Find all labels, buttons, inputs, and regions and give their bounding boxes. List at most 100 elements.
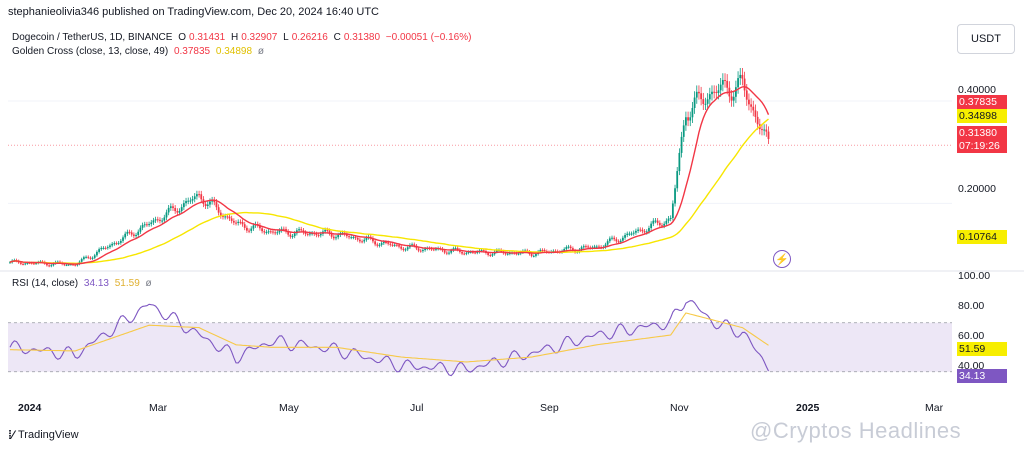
candle-body [324,229,327,232]
rsi-value: 34.13 [83,278,109,289]
candle-body [700,93,703,100]
candle-body [680,136,683,153]
candle-body [365,237,368,240]
tradingview-logo[interactable]: ⁞⁄ TradingView [8,428,79,442]
rsi-tick-100: 100.00 [958,270,991,282]
tv-logo-icon: ⁞⁄ [8,428,14,442]
candle-body [424,248,427,251]
last-price-badge: 0.31380 [957,126,1007,140]
candle-body [154,219,157,221]
low-label: L [283,32,289,43]
currency-button[interactable]: USDT [957,24,1015,54]
candle-body [106,247,109,249]
candle-body [152,220,155,223]
candle-body [706,99,709,104]
candle-body [172,206,174,209]
candle-body [571,248,574,251]
candle-body [96,251,98,256]
candle-body [87,256,90,258]
candle-body [163,217,166,221]
candle-body [361,241,363,243]
candle-body [404,249,407,251]
candle-body [695,91,698,98]
candle-body [50,265,53,267]
candle-body [395,244,398,246]
candle-body [185,201,187,204]
candle-body [217,207,220,213]
candle-body [319,233,322,236]
candle-body [606,241,609,245]
visibility-icon[interactable]: ø [257,46,264,57]
candle-body [117,242,120,244]
candle-body [587,246,590,248]
candle-body [754,110,757,117]
candle-body [69,264,72,266]
candle-body [730,96,733,101]
candle-body [689,117,692,121]
candle-body [658,222,661,226]
candle-body [380,243,383,245]
candle-body [393,244,396,246]
candle-body [359,239,361,242]
candle-body [585,246,587,248]
candle-body [745,90,748,100]
candle-body [737,78,739,88]
candle-body [67,264,70,266]
candle-body [445,252,448,254]
candle-body [448,252,450,254]
rsi-legend: RSI (14, close) 34.13 51.59 ø [12,278,155,289]
candle-body [263,231,266,233]
candle-body [235,222,237,224]
candle-body [330,233,333,237]
candle-body [122,237,124,241]
candle-body [763,129,766,131]
candle-body [26,262,29,264]
candle-body [406,247,409,250]
candle-body [378,244,381,246]
ma-lines [9,85,770,265]
candle-body [643,231,646,233]
candle-body [639,229,642,231]
candle-body [732,96,735,101]
candle-body [530,254,533,256]
rsi-visibility-icon[interactable]: ø [145,278,152,289]
candle-body [328,230,331,234]
ma-indicator-name[interactable]: Golden Cross (close, 13, close, 49) [12,46,169,57]
x-tick-2024: 2024 [18,402,42,414]
ma-fast-value: 0.37835 [173,46,211,57]
symbol-label[interactable]: Dogecoin / TetherUS, 1D, BINANCE [12,32,173,43]
candle-body [476,251,479,253]
candle-body [654,220,657,222]
candle-body [632,232,635,234]
candle-body [580,247,583,250]
candle-body [463,253,466,255]
x-tick-2025: 2025 [796,402,820,414]
candle-body [532,255,535,257]
candle-body [132,234,135,236]
candle-body [624,235,626,238]
price-legend: Dogecoin / TetherUS, 1D, BINANCE O 0.3143… [12,32,474,43]
candle-body [265,231,268,233]
candle-body [543,249,546,252]
candle-body [508,253,511,255]
candle-body [715,92,718,94]
ma-slow-badge: 0.34898 [957,109,1007,123]
rsi-indicator-name[interactable]: RSI (14, close) [12,278,79,289]
candle-body [661,225,663,227]
candle-body [198,194,200,196]
candle-body [506,253,509,255]
candle-body [593,246,596,248]
candle-body [413,244,416,246]
candle-body [196,194,198,197]
countdown-badge: 07:19:26 [957,139,1007,153]
candle-body [489,255,492,257]
candle-body [704,103,707,105]
x-tick-nov: Nov [670,402,689,414]
candle-body [656,220,659,223]
flash-icon[interactable]: ⚡ [773,250,791,268]
candle-body [350,237,353,239]
candle-body [245,227,248,231]
candle-body [687,117,689,121]
candle-body [33,263,35,265]
